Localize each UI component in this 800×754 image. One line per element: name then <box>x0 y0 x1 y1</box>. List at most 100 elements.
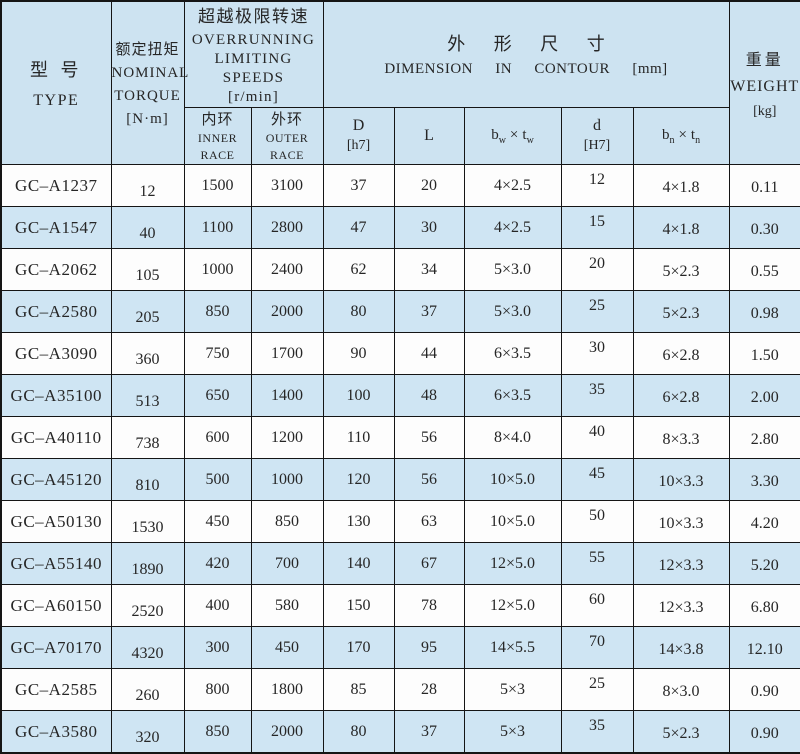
cell-D: 85 <box>322 668 395 712</box>
cell-torque: 1530 <box>110 500 185 544</box>
cell-L: 30 <box>393 206 465 250</box>
cell-weight: 0.98 <box>728 290 800 334</box>
cell-type: GC–A2580 <box>0 290 112 334</box>
cell-D: 90 <box>322 332 395 376</box>
cell-outer-race: 1800 <box>250 668 324 712</box>
cell-inner-race: 420 <box>183 542 252 586</box>
cell-inner-race: 650 <box>183 374 252 418</box>
cell-type: GC–A45120 <box>0 458 112 502</box>
cell-d: 35 <box>560 374 634 418</box>
table-row: GC–A55140 1890 420 700 140 67 12×5.0 55 12×3.3 5.… <box>0 542 800 586</box>
cell-type: GC–A1547 <box>0 206 112 250</box>
cell-bw-tw: 14×5.5 <box>463 626 562 670</box>
header-row-2: 内环 INNER RACE 外环 OUTER RACE D [h7] L bw ×… <box>1 106 800 166</box>
col-header-inner-race: 内环 INNER RACE <box>183 106 252 166</box>
cell-type: GC–A35100 <box>0 374 112 418</box>
cell-D: 150 <box>322 584 395 628</box>
cell-weight: 0.55 <box>728 248 800 292</box>
cell-inner-race: 800 <box>183 668 252 712</box>
torque-label-en1: NOMINAL <box>111 65 190 82</box>
cell-bn-tn: 6×2.8 <box>632 374 730 418</box>
table-row: GC–A3580 320 850 2000 80 37 5×3 35 5×2.3 0.90 <box>0 710 800 754</box>
col-header-type: 型 号 TYPE <box>0 0 112 166</box>
cell-torque: 12 <box>110 164 185 208</box>
cell-bn-tn: 6×2.8 <box>632 332 730 376</box>
cell-torque: 513 <box>110 374 185 418</box>
cell-bn-tn: 5×2.3 <box>632 290 730 334</box>
cell-inner-race: 500 <box>183 458 252 502</box>
cell-bn-tn: 10×3.3 <box>632 458 730 502</box>
weight-label-en: WEIGHT <box>730 78 800 96</box>
table-row: GC–A2062 105 1000 2400 62 34 5×3.0 20 5×2.3 0.55 <box>0 248 800 292</box>
weight-label-zh: 重量 <box>745 52 784 70</box>
cell-type: GC–A55140 <box>0 542 112 586</box>
cell-D: 80 <box>322 290 395 334</box>
cell-inner-race: 600 <box>183 416 252 460</box>
cell-weight: 3.30 <box>728 458 800 502</box>
cell-weight: 6.80 <box>728 584 800 628</box>
cell-inner-race: 750 <box>183 332 252 376</box>
cell-d: 12 <box>560 164 634 208</box>
cell-type: GC–A3090 <box>0 332 112 376</box>
tw-sub: w <box>526 134 534 146</box>
times-sign: × <box>509 126 519 143</box>
col-header-weight: 重量 WEIGHT [kg] <box>728 0 800 166</box>
cell-D: 170 <box>322 626 395 670</box>
cell-torque: 360 <box>110 332 185 376</box>
inner-race-en2: RACE <box>200 147 235 162</box>
cell-outer-race: 580 <box>250 584 324 628</box>
cell-outer-race: 450 <box>250 626 324 670</box>
cell-outer-race: 1200 <box>250 416 324 460</box>
cell-outer-race: 1700 <box>250 332 324 376</box>
torque-label-zh: 额定扭矩 <box>115 42 180 59</box>
cell-bw-tw: 5×3.0 <box>463 248 562 292</box>
table-row: GC–A1237 12 1500 3100 37 20 4×2.5 12 4×1.8 0.11 <box>0 164 800 208</box>
cell-inner-race: 1500 <box>183 164 252 208</box>
table-row: GC–A40110 738 600 1200 110 56 8×4.0 40 8×3.3 2.80 <box>0 416 800 460</box>
cell-D: 37 <box>322 164 395 208</box>
cell-weight: 1.50 <box>728 332 800 376</box>
cell-bw-tw: 10×5.0 <box>463 458 562 502</box>
cell-weight: 2.80 <box>728 416 800 460</box>
d-symbol: d <box>593 117 601 135</box>
cell-outer-race: 1400 <box>250 374 324 418</box>
cell-bn-tn: 12×3.3 <box>632 542 730 586</box>
cell-bw-tw: 10×5.0 <box>463 500 562 544</box>
speed-label-zh: 超越极限转速 <box>198 7 309 27</box>
cell-inner-race: 850 <box>183 710 252 754</box>
cell-bw-tw: 5×3 <box>463 668 562 712</box>
cell-D: 80 <box>322 710 395 754</box>
cell-bw-tw: 12×5.0 <box>463 584 562 628</box>
speed-unit: [r/min] <box>228 88 279 105</box>
cell-L: 34 <box>393 248 465 292</box>
outer-race-zh: 外环 <box>270 111 303 128</box>
cell-L: 37 <box>393 290 465 334</box>
col-header-L: L <box>393 106 465 166</box>
cell-type: GC–A3580 <box>0 710 112 754</box>
type-label-en: TYPE <box>33 92 80 110</box>
table-row: GC–A50130 1530 450 850 130 63 10×5.0 50 10×3.3 4.… <box>0 500 800 544</box>
cell-bw-tw: 8×4.0 <box>463 416 562 460</box>
cell-type: GC–A60150 <box>0 584 112 628</box>
outer-race-en2: RACE <box>269 147 304 162</box>
cell-type: GC–A70170 <box>0 626 112 670</box>
cell-weight: 4.20 <box>728 500 800 544</box>
cell-bw-tw: 5×3 <box>463 710 562 754</box>
cell-L: 95 <box>393 626 465 670</box>
dimension-label-zh: 外 形 尺 寸 <box>447 34 617 55</box>
bn-b: b <box>661 126 670 143</box>
cell-D: 47 <box>322 206 395 250</box>
speed-label-en2: LIMITING SPEEDS <box>214 51 293 86</box>
cell-type: GC–A1237 <box>0 164 112 208</box>
cell-bn-tn: 5×2.3 <box>632 710 730 754</box>
cell-bw-tw: 12×5.0 <box>463 542 562 586</box>
weight-unit: [kg] <box>753 104 777 120</box>
inner-race-zh: 内环 <box>201 111 234 128</box>
cell-torque: 205 <box>110 290 185 334</box>
table-row: GC–A3090 360 750 1700 90 44 6×3.5 30 6×2.8 1.50 <box>0 332 800 376</box>
cell-outer-race: 2400 <box>250 248 324 292</box>
cell-bw-tw: 5×3.0 <box>463 290 562 334</box>
cell-bn-tn: 14×3.8 <box>632 626 730 670</box>
cell-bn-tn: 4×1.8 <box>632 206 730 250</box>
bw-b: b <box>491 126 499 143</box>
